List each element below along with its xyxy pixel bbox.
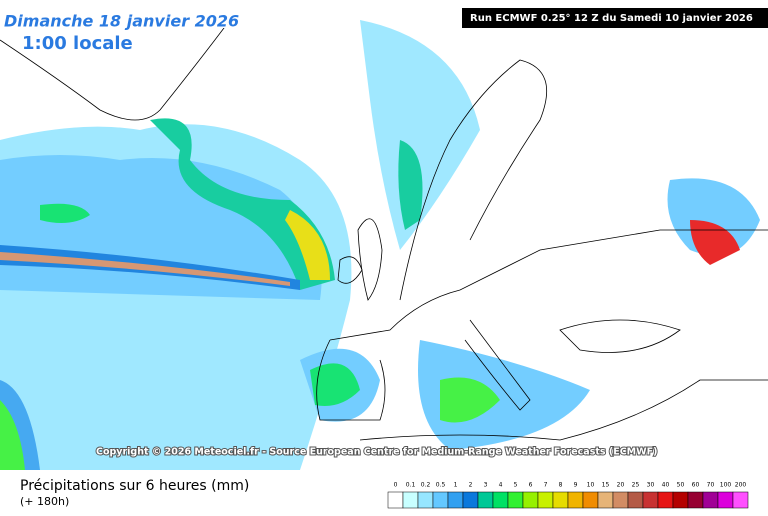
legend-swatch	[447, 491, 464, 509]
forecast-date: Dimanche 18 janvier 2026	[4, 12, 239, 31]
legend-swatch	[432, 491, 449, 509]
footer-title: Précipitations sur 6 heures (mm)	[20, 478, 249, 494]
legend-label: 0.5	[436, 482, 446, 489]
legend-swatch	[672, 491, 689, 509]
legend-swatch	[717, 491, 734, 509]
legend-swatch	[702, 491, 719, 509]
legend-swatch	[537, 491, 554, 509]
legend-label: 1	[454, 482, 458, 489]
legend-label: 100	[720, 482, 732, 489]
legend-label: 6	[529, 482, 533, 489]
legend-swatch	[597, 491, 614, 509]
legend-label: 20	[617, 482, 625, 489]
legend-label: 70	[707, 482, 715, 489]
legend-swatch	[507, 491, 524, 509]
legend-label: 0.2	[421, 482, 431, 489]
legend-swatch	[612, 491, 629, 509]
legend-swatch	[477, 491, 494, 509]
legend-label: 3	[484, 482, 488, 489]
legend-label: 8	[559, 482, 563, 489]
legend-swatch	[462, 491, 479, 509]
legend-label: 40	[662, 482, 670, 489]
legend-label: 60	[692, 482, 700, 489]
legend-swatch	[552, 491, 569, 509]
legend-label: 10	[587, 482, 595, 489]
legend-swatch	[567, 491, 584, 509]
legend-label: 25	[632, 482, 640, 489]
legend-label: 5	[514, 482, 518, 489]
run-box	[462, 8, 768, 28]
legend-swatch	[732, 491, 749, 509]
copyright: Copyright © 2026 Meteociel.fr - Source E…	[96, 447, 657, 458]
legend: 0 0.1 0.2 0.5 1 2 3 4 5 6 7 8 9 10 15 20 25 30 40 50 60 70 100…	[387, 482, 749, 509]
legend-label: 0	[394, 482, 398, 489]
legend-label: 2	[469, 482, 473, 489]
legend-label: 200	[735, 482, 747, 489]
run-info: Run ECMWF 0.25° 12 Z du Samedi 10 janvie…	[470, 13, 753, 24]
legend-label: 15	[602, 482, 610, 489]
precipitation-field	[0, 20, 760, 471]
legend-swatch	[627, 491, 644, 509]
legend-swatch	[657, 491, 674, 509]
footer-lead: (+ 180h)	[20, 495, 69, 508]
legend-label: 7	[544, 482, 548, 489]
legend-label: 30	[647, 482, 655, 489]
legend-label: 9	[574, 482, 578, 489]
legend-swatch	[522, 491, 539, 509]
legend-swatch	[387, 491, 404, 509]
legend-swatch	[687, 491, 704, 509]
legend-label: 50	[677, 482, 685, 489]
legend-swatch	[417, 491, 434, 509]
legend-swatch	[402, 491, 419, 509]
legend-label: 0.1	[406, 482, 416, 489]
legend-label: 4	[499, 482, 503, 489]
legend-swatch	[642, 491, 659, 509]
coastlines	[0, 19, 768, 441]
forecast-time: 1:00 locale	[22, 33, 133, 54]
legend-swatch	[492, 491, 509, 509]
legend-swatch	[582, 491, 599, 509]
